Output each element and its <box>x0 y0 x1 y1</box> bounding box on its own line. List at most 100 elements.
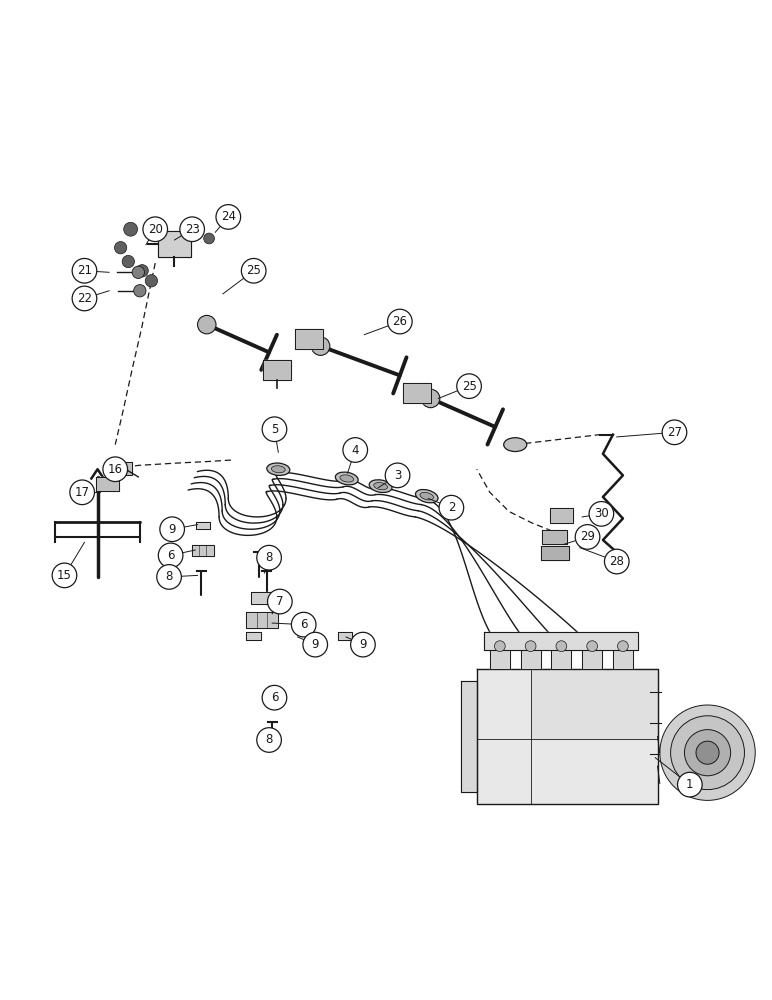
Text: 7: 7 <box>276 595 283 608</box>
Polygon shape <box>462 681 477 792</box>
Text: 25: 25 <box>462 380 476 393</box>
Text: 23: 23 <box>185 223 200 236</box>
Circle shape <box>422 389 440 408</box>
Circle shape <box>385 463 410 488</box>
Text: 8: 8 <box>165 570 173 583</box>
Polygon shape <box>520 650 540 669</box>
Circle shape <box>575 525 600 549</box>
Polygon shape <box>252 592 279 604</box>
Text: 28: 28 <box>609 555 625 568</box>
Ellipse shape <box>335 472 358 485</box>
Circle shape <box>134 285 146 297</box>
Circle shape <box>291 612 316 637</box>
Circle shape <box>525 641 536 652</box>
Text: 9: 9 <box>311 638 319 651</box>
Text: 24: 24 <box>221 210 235 223</box>
Text: 29: 29 <box>580 530 595 543</box>
Circle shape <box>257 545 281 570</box>
Circle shape <box>160 517 185 542</box>
Circle shape <box>457 374 482 398</box>
Circle shape <box>180 217 205 242</box>
Circle shape <box>660 705 755 800</box>
Circle shape <box>132 266 144 278</box>
Circle shape <box>439 495 464 520</box>
Polygon shape <box>551 650 571 669</box>
Circle shape <box>262 685 286 710</box>
Text: 8: 8 <box>266 733 273 746</box>
Ellipse shape <box>369 480 392 493</box>
Text: 20: 20 <box>147 223 163 236</box>
Polygon shape <box>196 522 210 529</box>
Circle shape <box>589 502 614 526</box>
Ellipse shape <box>340 475 354 482</box>
Polygon shape <box>403 383 431 403</box>
Ellipse shape <box>374 483 388 490</box>
Ellipse shape <box>420 492 434 500</box>
Circle shape <box>262 417 286 442</box>
Circle shape <box>204 233 215 244</box>
Ellipse shape <box>272 466 285 473</box>
Polygon shape <box>550 508 573 523</box>
Polygon shape <box>113 462 132 475</box>
Circle shape <box>494 641 505 652</box>
Circle shape <box>198 315 216 334</box>
Text: 3: 3 <box>394 469 401 482</box>
Circle shape <box>69 480 94 505</box>
Polygon shape <box>477 669 658 804</box>
Polygon shape <box>485 632 638 650</box>
Polygon shape <box>338 632 352 640</box>
Circle shape <box>242 258 266 283</box>
Text: 9: 9 <box>359 638 367 651</box>
Text: 27: 27 <box>667 426 682 439</box>
Text: 1: 1 <box>686 778 693 791</box>
Polygon shape <box>157 231 191 257</box>
Circle shape <box>350 632 375 657</box>
Polygon shape <box>582 650 602 669</box>
Polygon shape <box>246 612 279 628</box>
Text: 4: 4 <box>351 444 359 457</box>
Polygon shape <box>192 545 214 556</box>
Circle shape <box>114 242 127 254</box>
Circle shape <box>52 563 76 588</box>
Circle shape <box>124 222 137 236</box>
Circle shape <box>158 543 183 568</box>
Text: 26: 26 <box>392 315 408 328</box>
Text: 8: 8 <box>266 551 273 564</box>
Text: 21: 21 <box>77 264 92 277</box>
Circle shape <box>311 337 330 355</box>
Text: 22: 22 <box>77 292 92 305</box>
Polygon shape <box>490 650 510 669</box>
Polygon shape <box>246 632 262 640</box>
Circle shape <box>145 275 157 287</box>
Circle shape <box>268 589 292 614</box>
Circle shape <box>618 641 628 652</box>
Circle shape <box>216 205 241 229</box>
Text: 2: 2 <box>448 501 455 514</box>
Polygon shape <box>531 669 658 739</box>
Circle shape <box>143 217 168 242</box>
Ellipse shape <box>415 490 438 503</box>
Circle shape <box>671 716 744 790</box>
Polygon shape <box>96 477 119 491</box>
Circle shape <box>122 255 134 268</box>
Text: 30: 30 <box>594 507 609 520</box>
Polygon shape <box>263 360 290 380</box>
Circle shape <box>604 549 629 574</box>
Ellipse shape <box>267 463 290 475</box>
Text: 15: 15 <box>57 569 72 582</box>
Circle shape <box>157 565 181 589</box>
Circle shape <box>662 420 687 445</box>
Circle shape <box>696 741 719 764</box>
Circle shape <box>136 265 148 277</box>
Circle shape <box>556 641 567 652</box>
Text: 25: 25 <box>246 264 261 277</box>
Circle shape <box>72 258 96 283</box>
Circle shape <box>303 632 327 657</box>
Polygon shape <box>613 650 633 669</box>
Text: 6: 6 <box>167 549 174 562</box>
Polygon shape <box>541 546 569 560</box>
Circle shape <box>343 438 367 462</box>
Text: 17: 17 <box>75 486 90 499</box>
Circle shape <box>257 728 281 752</box>
Text: 5: 5 <box>271 423 278 436</box>
